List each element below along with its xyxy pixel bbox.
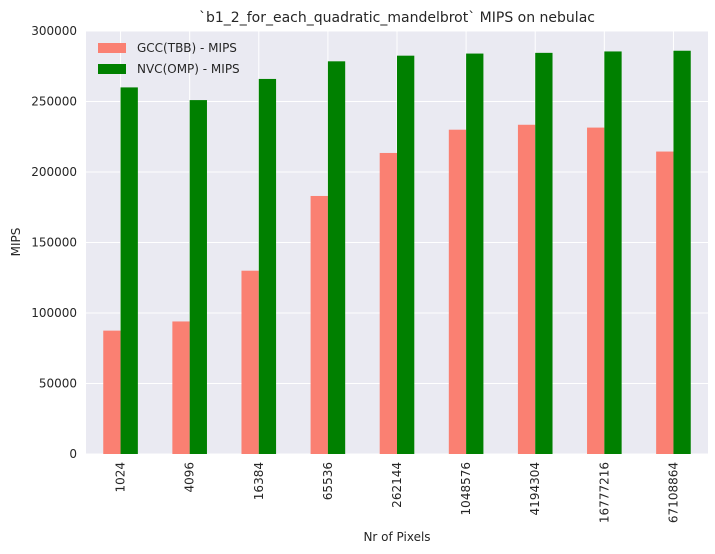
- y-tick-label: 200000: [31, 165, 77, 179]
- bar-gcc-tbb-16777216: [587, 127, 605, 455]
- legend-swatch: [98, 43, 126, 53]
- bar-gcc-tbb-65536: [310, 195, 328, 454]
- x-tick-label: 16384: [252, 462, 266, 500]
- bar-nvc-omp-16384: [258, 78, 277, 454]
- y-tick-label: 0: [69, 447, 77, 461]
- x-tick-label: 67108864: [666, 462, 680, 523]
- y-tick-label: 150000: [31, 236, 77, 250]
- legend-label: GCC(TBB) - MIPS: [137, 41, 237, 55]
- bar-nvc-omp-262144: [397, 55, 415, 455]
- bar-nvc-omp-4194304: [535, 52, 553, 454]
- bar-gcc-tbb-1024: [103, 330, 121, 454]
- bar-gcc-tbb-262144: [379, 152, 397, 454]
- bars: [103, 50, 691, 455]
- bar-gcc-tbb-1048576: [448, 129, 467, 454]
- x-axis-label: Nr of Pixels: [363, 530, 430, 544]
- x-tick-labels: 1024 4096 16384 65536 262144 1048576 4194304 16…: [114, 462, 681, 523]
- y-tick-label: 250000: [31, 95, 77, 109]
- chart-title: `b1_2_for_each_quadratic_mandelbrot` MIP…: [199, 10, 595, 26]
- y-tick-label: 300000: [31, 24, 77, 38]
- legend-label: NVC(OMP) - MIPS: [137, 62, 240, 76]
- bar-nvc-omp-16777216: [604, 51, 622, 454]
- bar-nvc-omp-4096: [189, 100, 207, 454]
- y-tick-label: 100000: [31, 306, 77, 320]
- x-tick-label: 1048576: [459, 462, 473, 515]
- bar-gcc-tbb-4194304: [517, 124, 536, 454]
- x-tick-label: 16777216: [597, 462, 611, 523]
- y-tick-label: 50000: [39, 377, 77, 391]
- x-tick-label: 4096: [183, 462, 197, 493]
- bar-gcc-tbb-16384: [241, 270, 259, 454]
- x-tick-label: 1024: [114, 462, 128, 493]
- y-axis-label: MIPS: [9, 228, 23, 257]
- legend-swatch: [98, 64, 126, 74]
- x-tick-label: 262144: [390, 462, 404, 508]
- bar-nvc-omp-67108864: [673, 50, 691, 455]
- bar-nvc-omp-1024: [120, 87, 138, 455]
- x-tick-label: 65536: [321, 462, 335, 500]
- bar-gcc-tbb-67108864: [656, 151, 674, 454]
- y-tick-labels: 0 50000 100000 150000 200000 250000 300000: [31, 24, 77, 461]
- legend: GCC(TBB) - MIPS NVC(OMP) - MIPS: [98, 41, 240, 76]
- bar-nvc-omp-1048576: [466, 53, 484, 455]
- x-tick-label: 4194304: [528, 462, 542, 515]
- bar-gcc-tbb-4096: [172, 321, 190, 454]
- bar-nvc-omp-65536: [327, 61, 346, 454]
